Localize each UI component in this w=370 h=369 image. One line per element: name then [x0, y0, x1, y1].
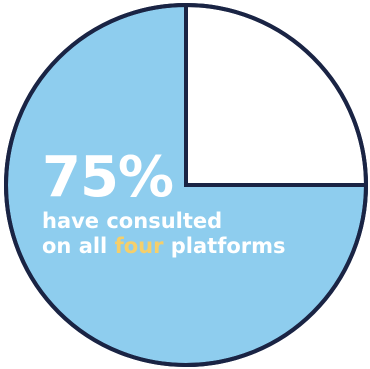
callout-line-2: on all four platforms [42, 234, 286, 259]
callout-line-1: have consulted [42, 209, 223, 233]
pie-outline [4, 3, 368, 367]
callout: 75% have consulted on all four platforms [42, 150, 286, 259]
callout-highlight-word: four [114, 234, 164, 258]
callout-line-2-pre: on all [42, 234, 115, 258]
callout-line-2-post: platforms [163, 234, 286, 258]
percent-value: 75% [42, 145, 174, 210]
